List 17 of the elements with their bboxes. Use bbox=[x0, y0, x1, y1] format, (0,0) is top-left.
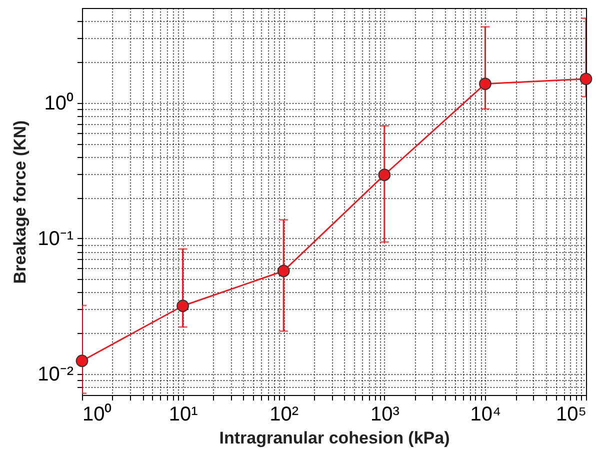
point bbox=[76, 354, 88, 368]
x-tick-label: 10⁰ bbox=[82, 402, 112, 426]
point bbox=[479, 78, 492, 90]
point bbox=[176, 300, 189, 312]
y-tick-label: 10⁻² bbox=[38, 363, 74, 386]
x-axis-title: Intragranular cohesion (kPa) bbox=[219, 428, 450, 448]
point bbox=[277, 264, 290, 278]
x-tick-label: 10³ bbox=[370, 404, 400, 426]
point bbox=[378, 168, 391, 182]
y-tick-label: 10⁰ bbox=[44, 91, 74, 114]
point bbox=[580, 72, 592, 86]
y-axis-title: Breakage force (KN) bbox=[10, 120, 30, 284]
x-tick-label: 10⁵ bbox=[556, 404, 586, 426]
x-tick-label: 10² bbox=[270, 404, 299, 426]
x-tick-label: 10¹ bbox=[168, 404, 198, 426]
y-tick-label: 10⁻¹ bbox=[38, 228, 74, 250]
x-tick-label: 10⁴ bbox=[470, 404, 502, 426]
